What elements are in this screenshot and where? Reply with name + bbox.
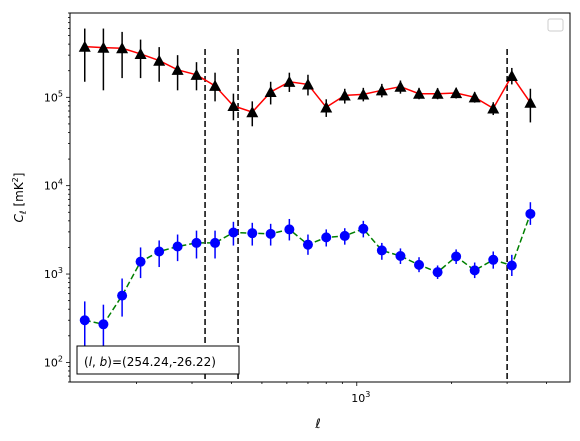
series-1-point xyxy=(320,101,333,113)
series-2-point xyxy=(247,228,258,239)
series-2-point xyxy=(98,319,109,330)
series-2-point xyxy=(117,290,128,301)
series-1-point xyxy=(375,84,388,96)
series-1-point xyxy=(97,41,110,53)
y-axis-label: Cℓ [mK2] xyxy=(11,173,29,223)
y-tick-label: 104 xyxy=(44,178,63,193)
series-1-point xyxy=(394,80,407,92)
series-1-point xyxy=(357,88,370,100)
series-1-point xyxy=(450,86,463,99)
x-axis-label: ℓ xyxy=(314,417,320,432)
x-tick-label: 103 xyxy=(351,390,370,405)
plot-frame xyxy=(69,12,571,383)
series-1-point xyxy=(171,63,184,75)
series-1-point xyxy=(227,99,240,111)
series-1-point xyxy=(78,40,91,52)
series-2-point xyxy=(302,239,313,250)
series-2-point xyxy=(172,241,183,252)
series-2-point xyxy=(135,256,146,267)
series-2-point xyxy=(284,224,295,235)
series-1-point xyxy=(487,102,500,114)
series-1-point xyxy=(524,96,537,108)
series-2-point xyxy=(191,237,202,248)
series-1-point xyxy=(413,87,426,99)
series-1-point xyxy=(209,79,222,91)
series-2-point xyxy=(228,227,239,238)
series-2-point xyxy=(154,246,165,257)
series-2-point xyxy=(376,245,387,256)
series-1-point xyxy=(468,91,481,103)
series-2-point xyxy=(395,251,406,262)
series-2-line xyxy=(84,213,532,326)
series-1-point xyxy=(338,89,351,101)
series-1-point xyxy=(431,87,444,99)
series-1-point xyxy=(264,85,277,98)
series-2-point xyxy=(265,228,276,239)
series-1-point xyxy=(134,47,147,60)
annotation-box xyxy=(76,345,240,375)
series-1-point xyxy=(246,106,259,118)
series-2-point xyxy=(469,265,480,276)
series-2-point xyxy=(321,232,332,243)
series-2-point xyxy=(506,260,517,271)
series-1-point xyxy=(283,75,296,87)
legend-box xyxy=(547,18,564,32)
series-2-point xyxy=(358,223,369,234)
series-1-point xyxy=(301,78,314,90)
series-2-point xyxy=(210,237,221,248)
series-2-point xyxy=(451,251,462,262)
series-2-point xyxy=(525,208,536,219)
series-1-point xyxy=(116,42,129,54)
series-2-point xyxy=(339,230,350,241)
y-tick-label: 102 xyxy=(44,354,63,369)
series-2-point xyxy=(432,267,443,278)
series-2-point xyxy=(488,254,499,265)
series-1-point xyxy=(190,68,203,80)
annotation-text: (l, b)=(254.24,-26.22) xyxy=(84,355,216,369)
y-tick-label: 105 xyxy=(44,89,63,104)
series-1-point xyxy=(505,69,518,81)
series-2-point xyxy=(414,259,425,270)
y-tick-label: 103 xyxy=(44,266,63,281)
series-1-point xyxy=(153,54,166,66)
series-2-point xyxy=(79,315,90,326)
